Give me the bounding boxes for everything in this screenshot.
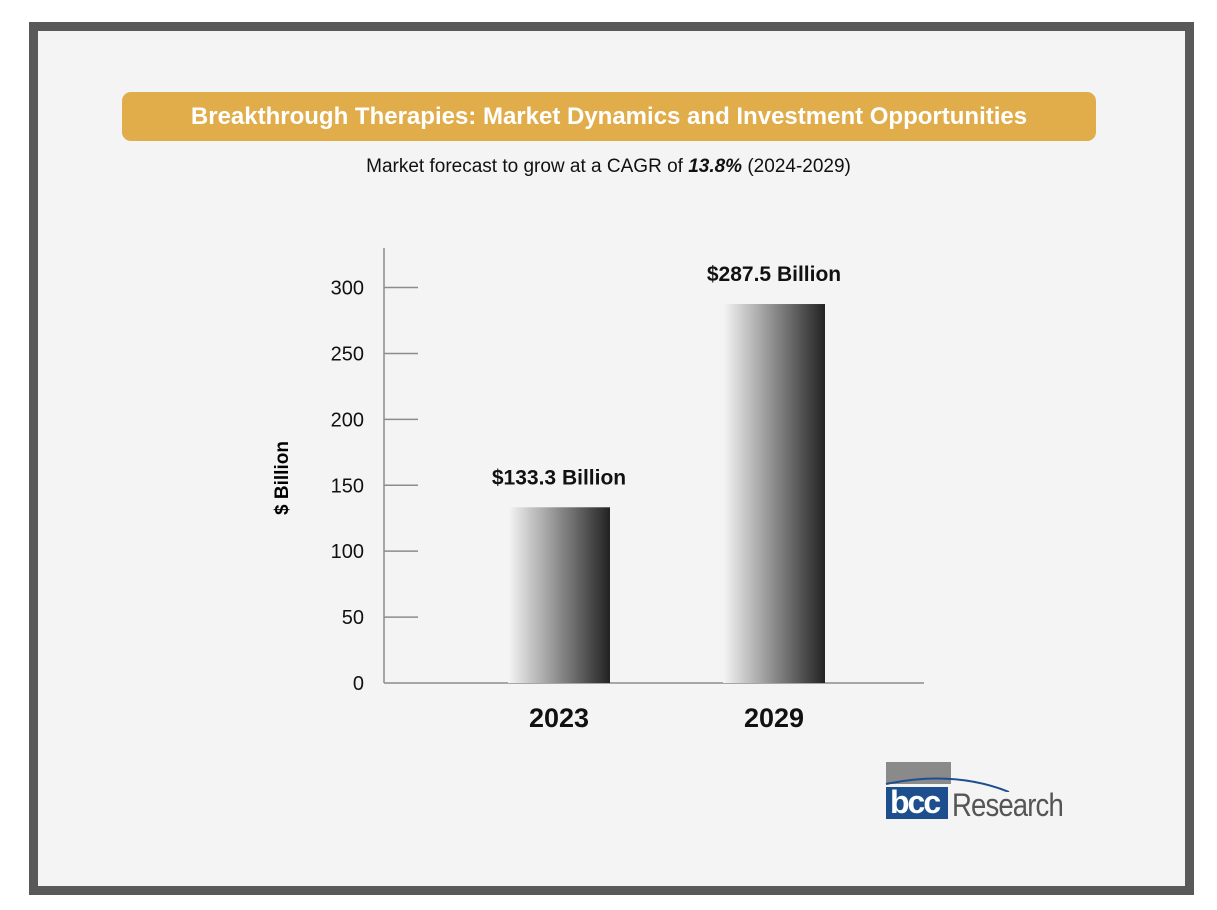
y-tick-label: 100	[331, 541, 364, 563]
subtitle-prefix: Market forecast to grow at a CAGR of	[366, 156, 689, 177]
data-label-2023: $133.3 Billion	[492, 466, 626, 489]
logo-swoosh-icon	[885, 777, 1010, 792]
y-tick-label: 250	[331, 343, 364, 365]
logo-bcc-text: bcc	[890, 784, 941, 820]
data-label-2029: $287.5 Billion	[707, 263, 841, 286]
y-tick-label: 200	[331, 409, 364, 431]
y-tick-label: 0	[353, 673, 364, 695]
chart-subtitle: Market forecast to grow at a CAGR of 13.…	[0, 156, 1217, 178]
bcc-research-logo: bcc Research	[884, 762, 1074, 824]
chart-title: Breakthrough Therapies: Market Dynamics …	[190, 102, 1028, 130]
y-tick-label: 300	[331, 278, 364, 300]
x-tick-label-2023: 2023	[529, 703, 589, 733]
bar-2023	[508, 507, 610, 683]
subtitle-suffix: (2024-2029)	[742, 156, 851, 177]
logo-blue-block	[886, 787, 948, 819]
chart-title-banner: Breakthrough Therapies: Market Dynamics …	[122, 92, 1096, 141]
subtitle-cagr: 13.8%	[688, 156, 743, 177]
bar-2029	[723, 304, 825, 683]
logo-research-text: Research	[952, 787, 1064, 823]
chart-frame	[29, 22, 1194, 895]
x-tick-label-2029: 2029	[744, 703, 804, 733]
y-tick-label: 50	[342, 607, 364, 629]
y-tick-label: 150	[331, 475, 364, 497]
